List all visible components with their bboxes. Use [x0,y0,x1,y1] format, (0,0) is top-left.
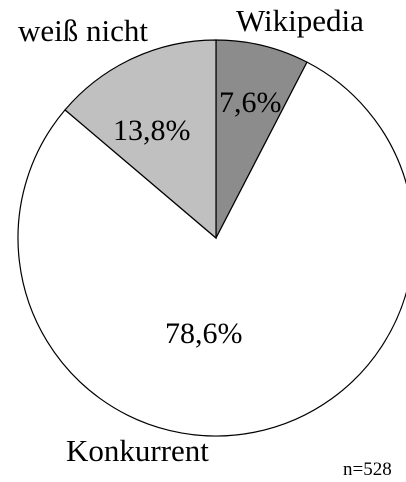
value-label-konkurrent: 78,6% [165,317,243,350]
category-label-konkurrent: Konkurrent [66,433,209,468]
value-label-wikipedia: 7,6% [219,86,282,119]
pie-slice-konkurrent [17,61,406,437]
pie-slice-weiss-nicht [64,39,217,240]
sample-size-annotation: n=528 [343,459,392,480]
pie-slice-wikipedia [215,39,308,239]
pie-slices [17,39,406,437]
category-label-weiss-nicht: weiß nicht [18,13,148,48]
value-label-weiss-nicht: 13,8% [113,114,191,147]
category-label-wikipedia: Wikipedia [236,3,364,38]
